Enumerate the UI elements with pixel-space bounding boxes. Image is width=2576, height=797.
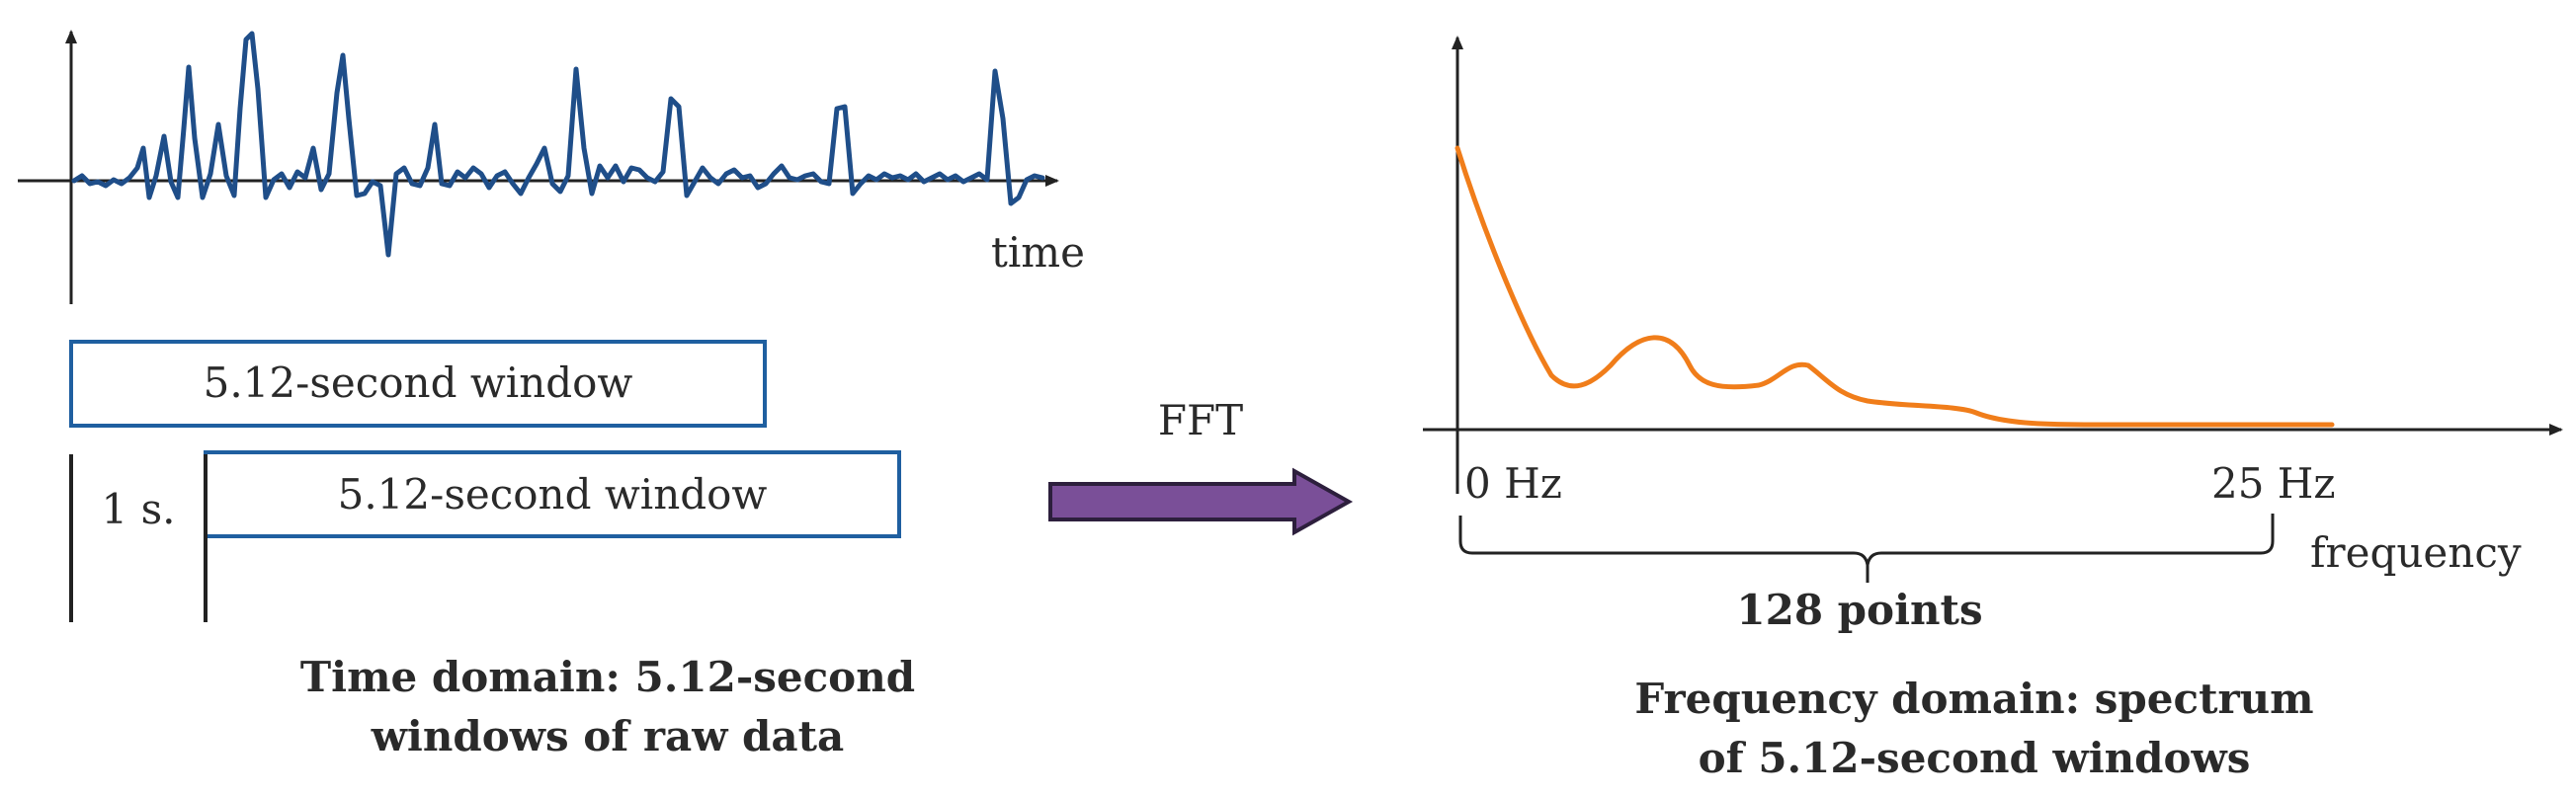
points-brace [1458,514,2275,583]
time-domain-caption-line2: windows of raw data [371,712,844,760]
time-domain-panel: time 5.12-second window 5.12-second wind… [18,30,1085,760]
window-box-1 [69,340,767,428]
freq-end-label: 25 Hz [2211,459,2336,508]
spectrum-curve [1454,145,2335,428]
raw-signal-waveform [71,31,1045,258]
time-domain-caption-line1: Time domain: 5.12-second [300,653,915,701]
freq-start-label: 0 Hz [1464,459,1562,508]
freq-domain-caption-line2: of 5.12-second windows [1699,734,2251,782]
time-axis-label: time [991,228,1085,277]
fft-label: FFT [1158,396,1243,444]
fft-transform: FFT [1048,396,1354,536]
window-box-2-label: 5.12-second window [338,470,768,518]
freq-axis-label: frequency [2310,528,2522,577]
window-box-1-label: 5.12-second window [204,359,633,407]
fft-arrow-icon [1048,467,1354,536]
freq-domain-caption-line1: Frequency domain: spectrum [1634,675,2313,723]
frequency-domain-panel: 0 Hz 25 Hz frequency 128 points Frequenc… [1423,36,2563,782]
step-label: 1 s. [102,485,176,533]
points-label: 128 points [1736,586,1982,634]
